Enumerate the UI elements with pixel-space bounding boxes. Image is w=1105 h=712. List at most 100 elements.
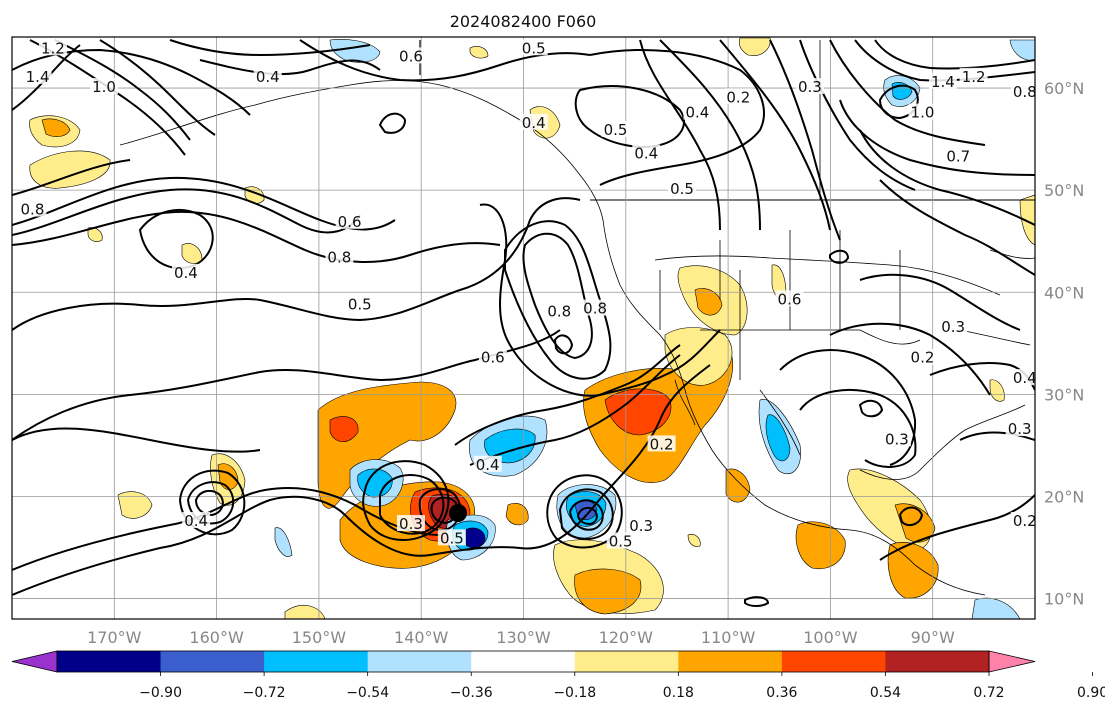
contour-labels: 1.2 1.4 1.0 0.4 0.6 0.5 0.4 0.5 0.4 0.2 0.3 1.4 1.2 1… [18,39,1037,550]
contour-label-6: 0.4 [522,114,546,132]
contour-label-36: 0.5 [440,529,464,547]
contour-label-bg-36 [437,529,466,546]
contour-label-23: 0.8 [547,303,571,321]
contour-label-bg-12 [959,67,988,84]
colorbar-extend-low [11,650,58,673]
colorbar-bin-8 [781,651,886,672]
contour-label-39: 0.2 [1013,512,1037,530]
contour-label-10: 0.3 [798,78,822,96]
colorbar-bin-6 [574,651,679,672]
longitude-labels: 170°W 160°W 150°W 140°W 130°W 120°W 110°W 100°W… [87,628,955,647]
colorbar-label-3: −0.36 [450,685,493,701]
contour-label-bg-11 [928,72,957,89]
contour-label-bg-15 [944,147,973,164]
lon-label-5: 120°W [599,628,654,647]
contour-label-bg-35 [396,515,425,532]
storm-center-marker [449,504,467,522]
contour-label-bg-19 [335,212,364,229]
contour-label-8: 0.4 [685,104,709,122]
lat-label-2: 40°N [1044,283,1084,302]
contour-label-bg-13 [908,103,937,120]
colorbar-labels: −0.90 −0.72 −0.54 −0.36 −0.18 0.18 0.36 0.54 0.7… [139,672,1105,701]
contour-label-bg-5 [519,39,548,56]
contour-label-33: 0.4 [476,456,500,474]
contour-label-30: 0.3 [1008,420,1032,438]
contour-label-bg-4 [396,47,425,64]
contour-label-bg-22 [345,295,374,312]
colorbar-label-9: 0.90 [1077,685,1105,701]
colorbar-bin-1 [57,651,162,672]
contour-label-26: 0.6 [778,290,802,308]
contour-label-17: 0.5 [670,180,694,198]
colorbar-label-8: 0.72 [973,685,1004,701]
contour-label-4: 0.6 [399,47,423,65]
contour-label-2: 1.0 [92,78,116,96]
contour-label-bg-37 [606,532,635,549]
contour-label-bg-2 [90,78,119,95]
lat-label-5: 10°N [1044,590,1084,609]
lon-label-1: 160°W [189,628,244,647]
colorbar-bin-4 [367,651,472,672]
contour-label-bg-21 [171,263,200,280]
lon-label-6: 110°W [701,628,756,647]
lat-label-3: 30°N [1044,385,1084,404]
contour-label-19: 0.6 [338,213,362,231]
contour-label-20: 0.8 [327,249,351,267]
colorbar-label-6: 0.36 [766,685,797,701]
contour-label-16: 0.4 [634,144,658,162]
plot-area: 1.2 1.4 1.0 0.4 0.6 0.5 0.4 0.5 0.4 0.2 0.3 1.4 1.2 1… [12,37,1037,619]
contour-label-bg-10 [795,78,824,95]
contour-label-bg-16 [632,144,661,161]
contour-label-7: 0.5 [604,121,628,139]
contour-label-bg-17 [668,180,697,197]
contour-label-37: 0.5 [609,532,633,550]
map-title: 2024082400 F060 [450,12,597,31]
contour-label-bg-6 [519,113,548,130]
lat-label-0: 60°N [1044,79,1084,98]
contour-label-bg-38 [627,517,656,534]
contour-label-11: 1.4 [931,73,955,91]
contour-label-35: 0.3 [399,515,423,533]
contour-label-bg-1 [23,67,52,84]
colorbar-bin-3 [264,651,369,672]
contour-label-bg-39 [1010,512,1035,528]
lon-label-0: 170°W [87,628,142,647]
contour-label-bg-20 [325,248,354,265]
contour-label-12: 1.2 [962,68,986,86]
contour-label-bg-26 [775,290,804,307]
contour-label-bg-25 [478,348,507,365]
contour-label-18: 0.8 [21,201,45,219]
lon-label-2: 150°W [292,628,347,647]
lon-label-8: 90°W [911,628,955,647]
contour-label-bg-18 [18,200,47,217]
contour-label-bg-31 [882,430,911,447]
colorbar-bin-2 [160,651,265,672]
colorbar-label-4: −0.18 [553,685,596,701]
lat-label-1: 50°N [1044,181,1084,200]
contour-label-38: 0.3 [629,517,653,535]
contour-label-bg-34 [182,512,211,528]
colorbar [11,650,1036,673]
contour-label-22: 0.5 [348,296,372,314]
contour-label-14: 0.8 [1013,83,1037,101]
lon-label-3: 140°W [394,628,449,647]
colorbar-bin-7 [678,651,783,672]
contour-label-bg-8 [683,103,712,120]
map-frame [11,36,1036,620]
contour-label-bg-28 [908,348,937,365]
colorbar-label-0: −0.90 [139,685,182,701]
contour-label-bg-23 [545,302,574,319]
contour-label-bg-33 [473,455,502,472]
contour-label-bg-32 [647,435,676,452]
contour-label-29: 0.4 [1013,369,1037,387]
contour-label-0: 1.2 [41,39,65,57]
contour-label-25: 0.6 [481,349,505,367]
contour-label-bg-24 [581,299,610,316]
contour-label-bg-7 [601,120,630,137]
contour-label-15: 0.7 [946,147,970,165]
contour-label-bg-9 [724,88,753,105]
contour-label-24: 0.8 [583,300,607,318]
contour-label-21: 0.4 [174,264,198,282]
contour-label-28: 0.2 [911,349,935,367]
